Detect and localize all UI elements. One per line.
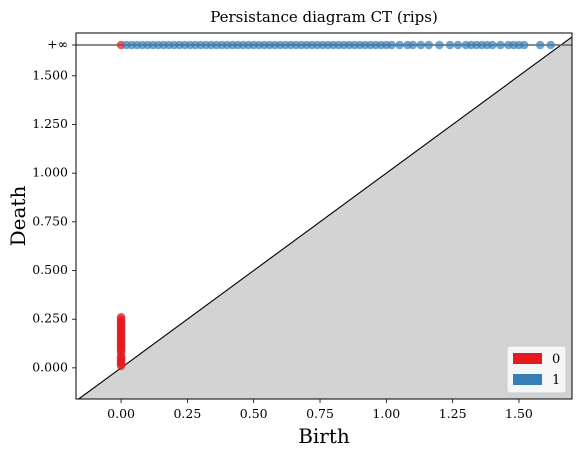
diagonal-line (78, 36, 573, 400)
x-axis-ticks: 0.00 0.25 0.50 0.75 1.00 1.25 1.50 (107, 399, 533, 421)
infinite-point-series-1-57 (445, 40, 455, 50)
x-tick-label-0: 0.00 (107, 406, 135, 421)
legend-swatch-1 (513, 374, 542, 385)
chart-title: Persistance diagram CT (rips) (210, 8, 438, 26)
infinite-point-series-1-65 (496, 40, 505, 50)
infinite-point-series-1-51 (395, 40, 404, 50)
legend-label-0: 0 (552, 352, 560, 367)
infinite-point-series-1-50 (387, 40, 396, 50)
x-tick-label-3: 0.75 (306, 406, 334, 421)
infinite-point-series-1-58 (453, 40, 463, 50)
x-tick-label-5: 1.25 (439, 406, 467, 421)
points-layer (116, 40, 556, 371)
legend-label-1: 1 (552, 373, 560, 388)
x-axis-label: Birth (298, 424, 350, 448)
infinite-point-series-1-53 (408, 40, 418, 50)
y-tick-label-0: 0.000 (32, 359, 68, 374)
y-tick-label-4: 1.000 (32, 165, 68, 180)
point-series-0-24 (116, 312, 126, 322)
infinite-point-series-1-55 (424, 40, 434, 50)
y-tick-label-2: 0.500 (32, 262, 68, 277)
axes-frame (75, 32, 573, 400)
x-tick-label-1: 0.25 (173, 406, 201, 421)
infinite-point-series-1-70 (535, 40, 545, 50)
legend-swatch-0 (513, 353, 542, 364)
x-tick-label-2: 0.50 (240, 406, 268, 421)
y-tick-label-1: 0.250 (32, 311, 68, 326)
legend: 0 1 (506, 345, 567, 394)
infinity-tick-label: +∞ (47, 37, 68, 52)
infinite-point-series-1-71 (546, 40, 556, 50)
y-tick-label-3: 0.750 (32, 213, 68, 228)
y-tick-label-6: 1.500 (32, 67, 68, 82)
y-axis-ticks: 0.000 0.250 0.500 0.750 1.000 1.250 1.500 (32, 67, 76, 374)
x-tick-label-6: 1.50 (505, 406, 533, 421)
y-tick-label-5: 1.250 (32, 116, 68, 131)
y-axis-label: Death (6, 186, 30, 247)
x-tick-label-4: 1.00 (372, 406, 400, 421)
infinite-point-series-1-64 (488, 40, 497, 50)
infinite-point-series-1-54 (416, 40, 426, 50)
infinite-point-series-1-69 (519, 40, 529, 50)
infinite-point-series-1-56 (435, 40, 444, 50)
